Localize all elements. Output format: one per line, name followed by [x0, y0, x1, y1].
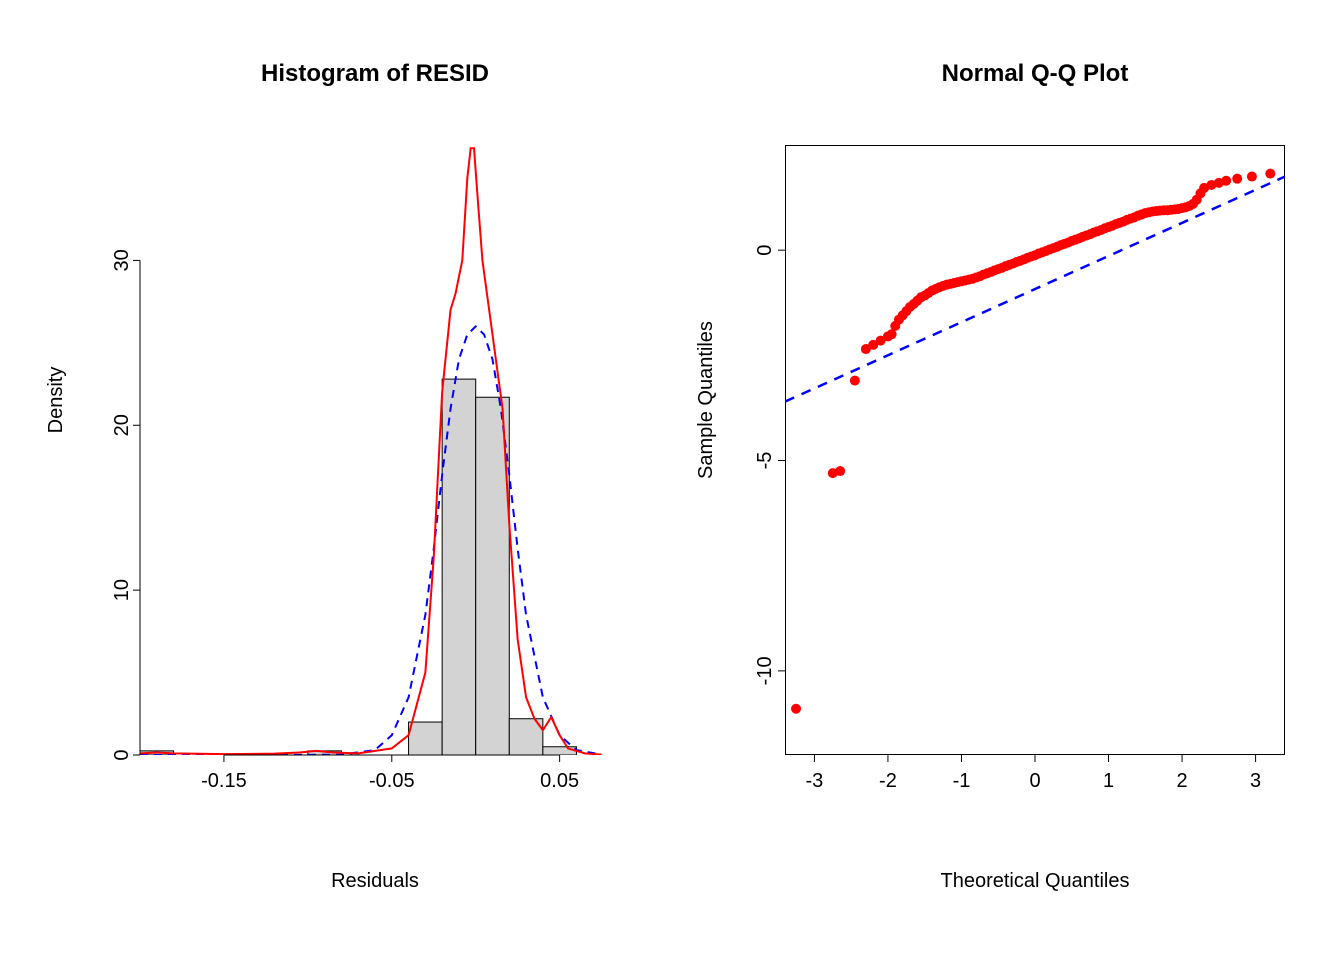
qq-title: Normal Q-Q Plot: [785, 60, 1285, 88]
qq-ytick-label: -5: [754, 452, 776, 470]
qq-xtick-label: -3: [806, 770, 824, 792]
hist-ytick-label: 30: [111, 249, 133, 271]
hist-xtick-label: -0.05: [369, 770, 415, 792]
qq-ytick-label: 0: [754, 245, 776, 256]
qq-ytick-label: -10: [754, 656, 776, 685]
qq-xtick-label: 3: [1250, 770, 1261, 792]
hist-ytick-label: 20: [111, 414, 133, 436]
qq-xtick-label: -1: [953, 770, 971, 792]
qq-xlabel: Theoretical Quantiles: [785, 870, 1285, 893]
histogram-axes: 0 10 20 30 -0.15 -0.05 0.05: [110, 145, 640, 805]
qq-xtick-label: 0: [1029, 770, 1040, 792]
hist-ytick-label: 0: [111, 749, 133, 760]
hist-xtick-label: 0.05: [540, 770, 579, 792]
qq-ylabel: Sample Quantiles: [695, 270, 718, 530]
hist-ytick-label: 10: [111, 579, 133, 601]
figure-canvas: Histogram of RESID 0102030-0.15-0.050.05…: [0, 0, 1344, 960]
histogram-xlabel: Residuals: [140, 870, 610, 893]
qq-xtick-label: 2: [1176, 770, 1187, 792]
qq-xtick-label: 1: [1103, 770, 1114, 792]
qq-xtick-label: -2: [879, 770, 897, 792]
histogram-title: Histogram of RESID: [140, 60, 610, 88]
qq-axes: -10-50-3-2-10123: [745, 145, 1305, 805]
hist-xtick-label: -0.15: [201, 770, 247, 792]
histogram-ylabel: Density: [45, 300, 68, 500]
